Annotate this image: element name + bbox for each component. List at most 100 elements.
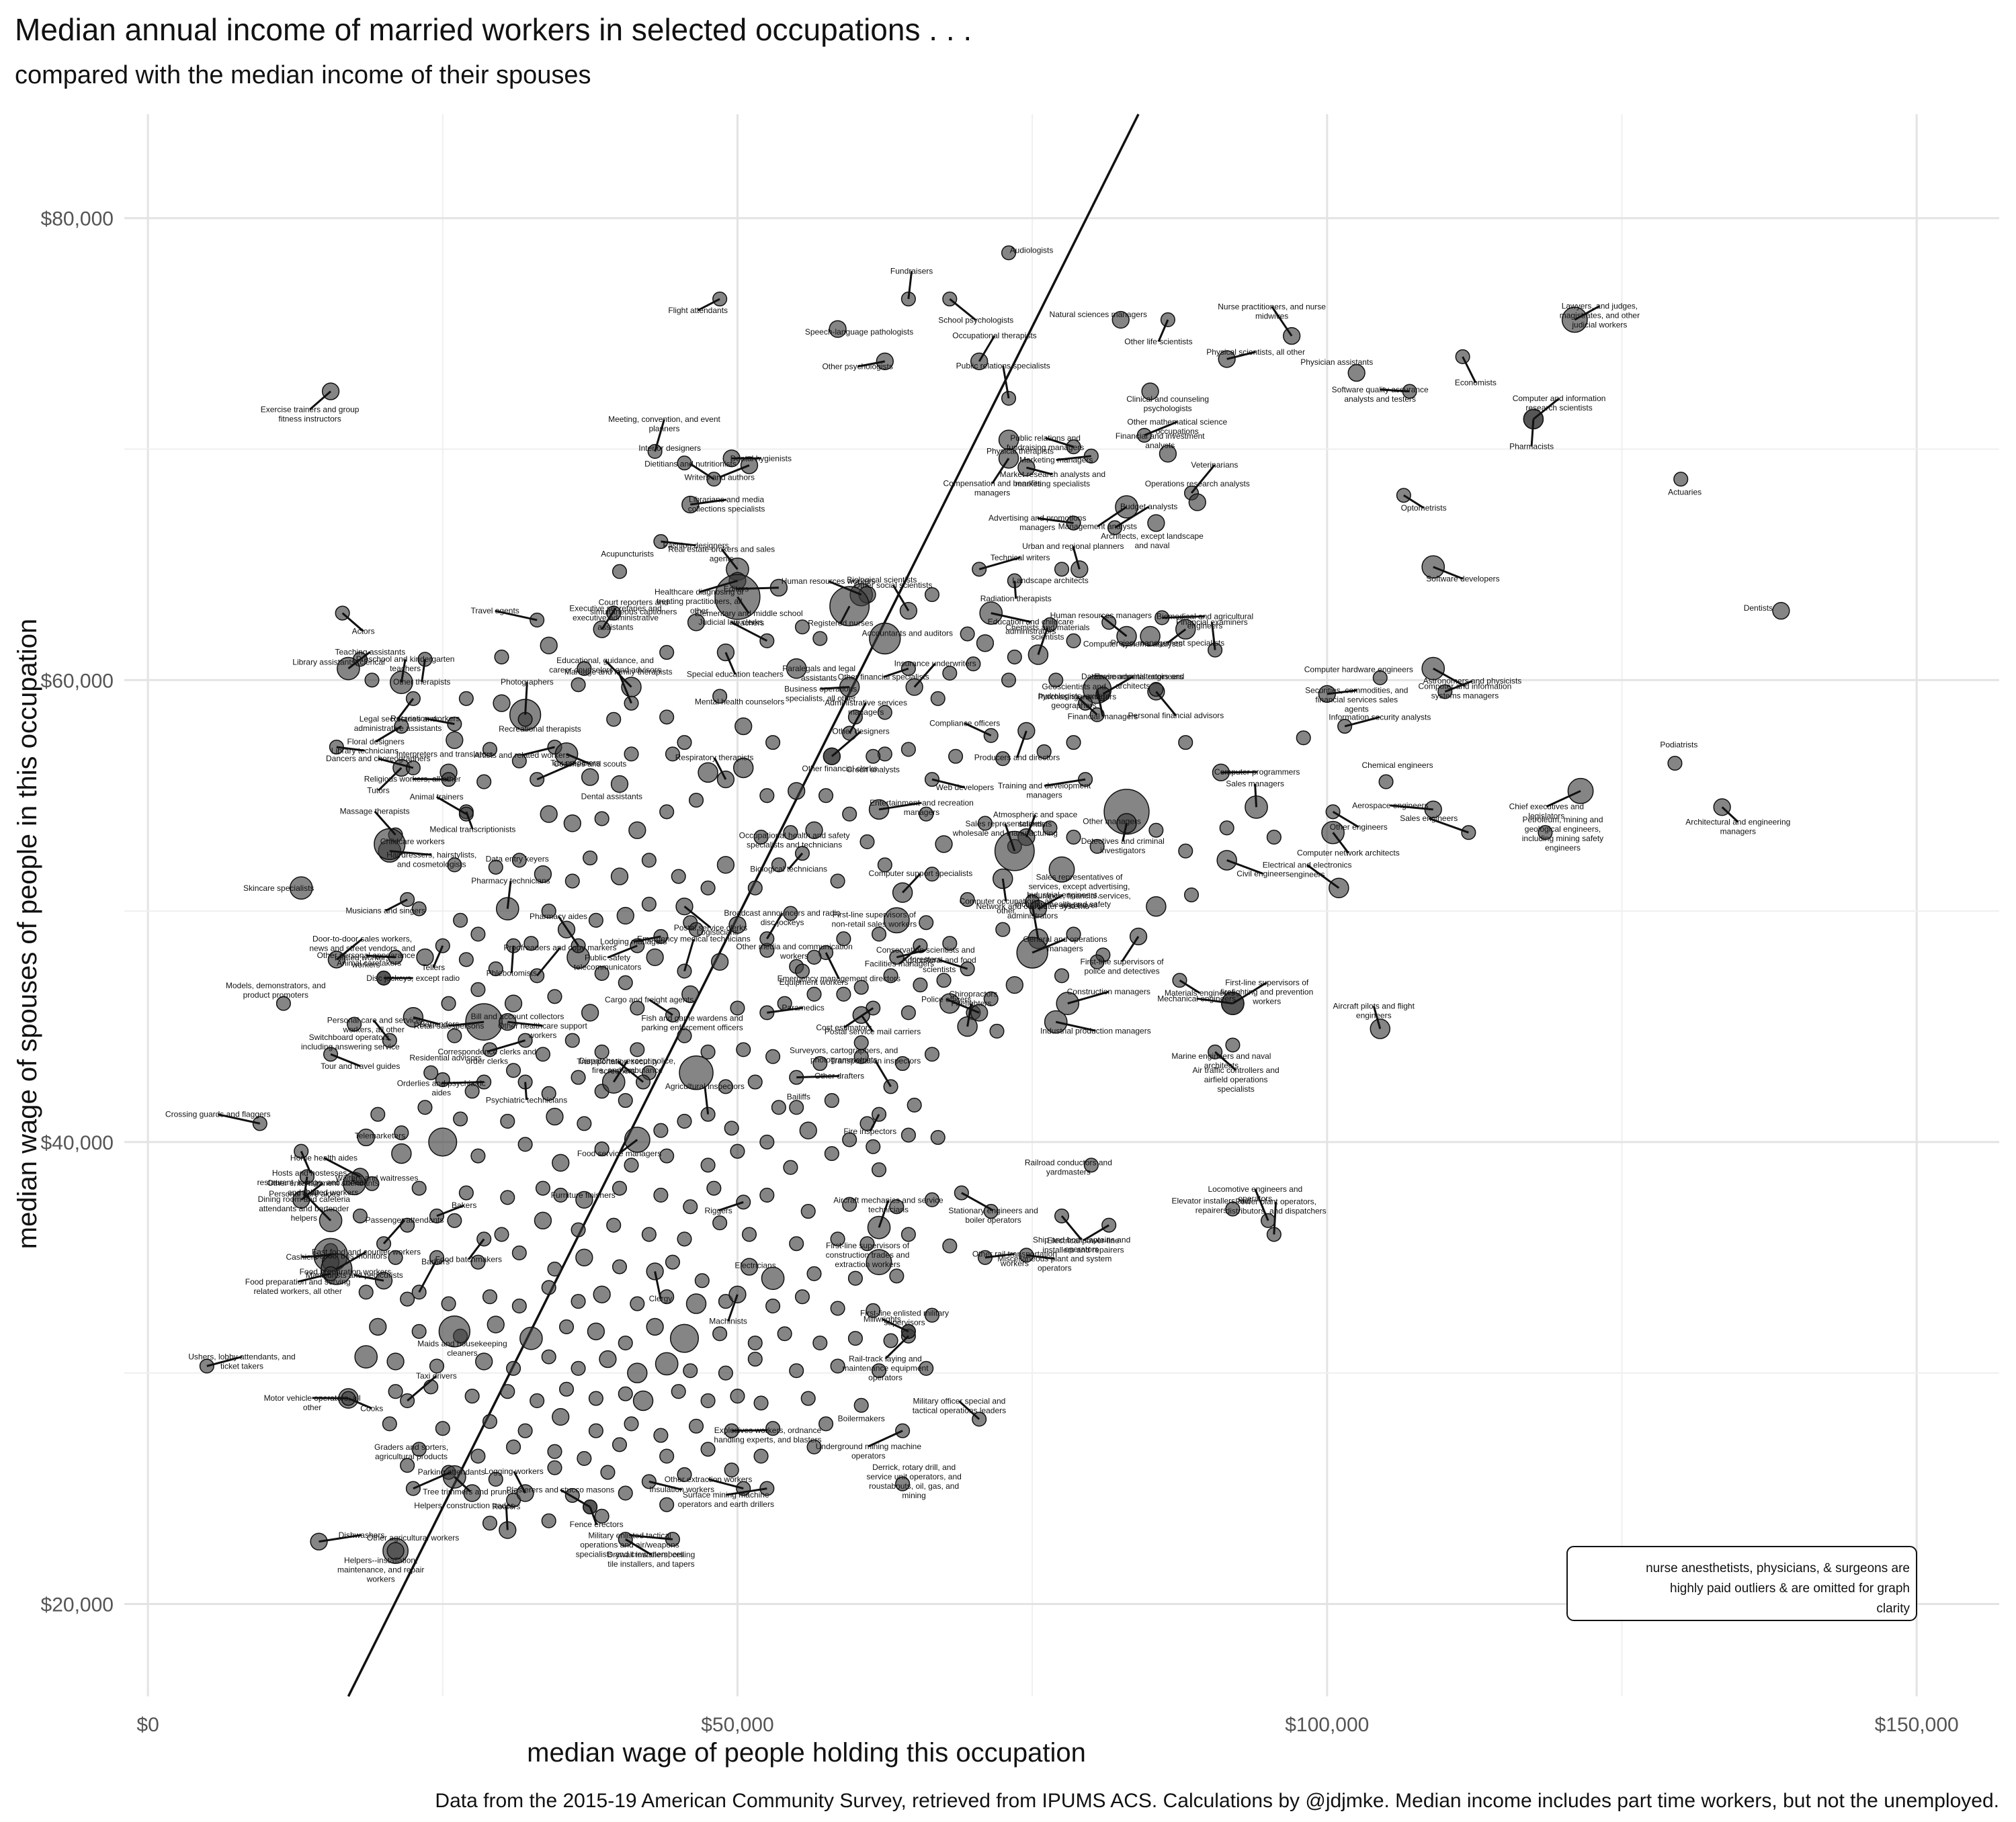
point-label: Models, demonstrators, and product promot… xyxy=(226,981,326,1000)
point-label: Taxi drivers xyxy=(416,1371,457,1381)
data-point xyxy=(581,1004,599,1022)
data-point xyxy=(883,968,898,984)
data-point xyxy=(659,1448,675,1464)
point-label: Dentists xyxy=(1744,603,1773,613)
point-label: Police officers xyxy=(921,994,971,1004)
point-label: Administrative services managers xyxy=(825,698,907,717)
data-point xyxy=(630,1296,645,1311)
label-leader-line xyxy=(868,1430,903,1448)
label-leader-line xyxy=(1045,437,1074,448)
data-point xyxy=(700,1158,716,1173)
label-leader-line xyxy=(1271,306,1293,337)
data-point xyxy=(730,1000,745,1016)
data-point xyxy=(659,804,675,820)
data-point xyxy=(895,1476,911,1491)
point-label: First-line supervisors of non-retail sale… xyxy=(831,910,917,929)
data-point xyxy=(688,922,704,937)
label-leader-line xyxy=(984,1252,1015,1259)
label-leader-line xyxy=(946,998,980,1014)
point-label: Computer occupations, all other xyxy=(960,897,1053,916)
data-point xyxy=(541,1086,556,1101)
point-label: Dental assistants xyxy=(581,791,642,801)
data-point xyxy=(753,830,769,845)
data-point xyxy=(983,991,999,1006)
point-label: Other financial clerks xyxy=(802,764,877,773)
data-point xyxy=(504,994,523,1012)
point-label: Physician assistants xyxy=(1300,357,1373,367)
label-leader-line xyxy=(374,810,396,836)
data-point xyxy=(630,1042,645,1057)
label-leader-line xyxy=(1390,804,1433,811)
data-point xyxy=(423,1379,439,1395)
point-label: Electricians xyxy=(734,1260,775,1270)
data-point xyxy=(535,1047,550,1062)
label-leader-line xyxy=(878,1200,890,1228)
point-label: Public relations and fundraising managers xyxy=(1007,433,1084,452)
label-leader-line xyxy=(1196,997,1233,1005)
label-leader-line xyxy=(495,609,538,621)
data-point xyxy=(789,1236,804,1252)
point-label: Door-to-door sales workers, news and stre… xyxy=(309,935,415,963)
data-point xyxy=(836,931,851,947)
outlier-note-line-3: clarity xyxy=(1876,1602,1910,1616)
data-point xyxy=(995,751,1011,767)
point-label: Passenger attendants xyxy=(366,1215,444,1225)
data-point xyxy=(1066,633,1081,648)
label-leader-line xyxy=(713,756,727,780)
data-point xyxy=(1141,382,1159,400)
point-label: Web developers xyxy=(936,783,995,792)
label-leader-line xyxy=(1372,1005,1382,1029)
data-point xyxy=(724,1121,739,1136)
point-label: Elevator installers and repairers xyxy=(1171,1196,1251,1215)
data-point xyxy=(753,1448,769,1464)
data-point xyxy=(599,1350,617,1369)
data-point xyxy=(830,1231,845,1247)
label-leader-line xyxy=(878,801,922,811)
label-leader-line xyxy=(727,1294,739,1322)
data-point xyxy=(677,1231,692,1247)
data-point xyxy=(800,1203,816,1219)
point-label: Other therapists xyxy=(393,677,450,687)
point-label: Paramedics xyxy=(782,1003,824,1012)
data-point xyxy=(464,1389,480,1404)
point-label: Purchasing managers xyxy=(1038,692,1117,701)
data-point xyxy=(824,1146,839,1162)
label-leader-line xyxy=(978,556,1021,570)
point-label: Bill and account collectors xyxy=(471,1012,564,1021)
data-point xyxy=(753,1395,769,1411)
data-point xyxy=(464,1084,480,1099)
data-point xyxy=(659,1148,675,1164)
data-point xyxy=(806,986,822,1002)
data-point xyxy=(571,1070,586,1085)
label-leader-line xyxy=(524,1082,528,1100)
point-label: Transportation security screeners xyxy=(577,1057,659,1076)
data-point xyxy=(541,1349,556,1364)
point-label: Psychiatric technicians xyxy=(486,1095,567,1104)
data-point xyxy=(1048,856,1075,883)
point-label: Barbers xyxy=(421,1257,450,1266)
data-point xyxy=(1001,245,1017,261)
label-leader-line xyxy=(1721,806,1739,823)
label-leader-line xyxy=(1332,810,1359,828)
data-point xyxy=(571,1360,586,1376)
grid xyxy=(124,114,1999,1696)
x-tick-label: $100,000 xyxy=(1285,1714,1369,1736)
data-point xyxy=(1178,735,1193,750)
point-label: Legal secretaries and administrative assi… xyxy=(354,714,442,733)
point-label: Machinists xyxy=(709,1317,747,1326)
data-point xyxy=(900,1127,916,1143)
label-leader-line xyxy=(1032,906,1040,939)
label-leader-line xyxy=(736,587,779,591)
point-label: Library technicians xyxy=(331,746,398,755)
label-leader-line xyxy=(629,1534,673,1541)
data-point xyxy=(706,1180,722,1196)
label-leader-line xyxy=(884,1335,909,1360)
x-axis-title: median wage of people holding this occup… xyxy=(527,1738,1086,1768)
data-point xyxy=(995,922,1011,937)
data-point xyxy=(847,1331,863,1346)
label-leader-line xyxy=(432,945,444,968)
label-leader-line xyxy=(413,1471,452,1489)
point-label: Educational, guidance, and career counsel… xyxy=(549,656,661,675)
data-point xyxy=(1225,1201,1241,1217)
label-leader-line xyxy=(382,1219,406,1245)
